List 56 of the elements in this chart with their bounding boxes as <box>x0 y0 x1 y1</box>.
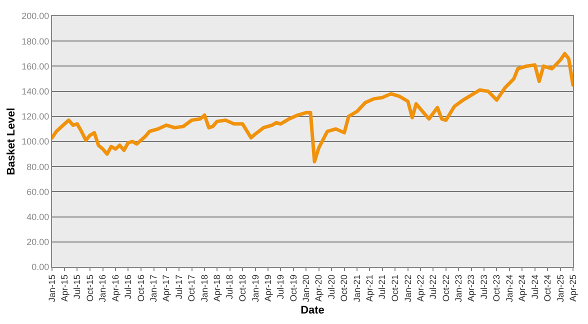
x-tick-label: Jul-23 <box>478 274 489 300</box>
x-tick-label: Jan-17 <box>148 274 159 302</box>
y-tick-label: 140.00 <box>22 86 50 96</box>
x-axis-title: Date <box>300 304 324 316</box>
y-tick-label: 200.00 <box>22 11 50 22</box>
x-tick-label: Oct-19 <box>288 274 298 302</box>
x-tick-label: Jul-16 <box>123 274 134 300</box>
x-tick-label: Jul-22 <box>428 274 438 300</box>
x-tick-label: Jul-21 <box>377 274 388 300</box>
y-tick-label: 160.00 <box>22 61 50 72</box>
x-tick-label: Jul-20 <box>326 274 336 300</box>
x-tick-label: Jan-20 <box>301 274 312 302</box>
x-tick-label: Oct-20 <box>339 274 350 302</box>
x-tick-label: Jul-17 <box>174 274 184 300</box>
x-tick-label: Apr-15 <box>59 274 70 302</box>
x-tick-label: Apr-17 <box>161 274 172 302</box>
y-tick-label: 100.00 <box>22 136 50 147</box>
x-tick-label: Apr-25 <box>568 274 578 302</box>
x-tick-label: Oct-23 <box>492 274 502 302</box>
y-tick-label: 20.00 <box>26 237 50 248</box>
x-tick-label: Jul-19 <box>275 274 286 300</box>
x-tick-label: Apr-24 <box>517 274 528 302</box>
y-tick-label: 0.00 <box>32 262 50 272</box>
y-tick-label: 60.00 <box>26 186 50 197</box>
x-tick-label: Oct-18 <box>237 274 248 302</box>
line-series <box>52 52 573 164</box>
y-axis-title: Basket Level <box>5 108 18 176</box>
x-tick-label: Apr-18 <box>212 274 222 302</box>
x-tick-label: Oct-22 <box>440 274 451 302</box>
x-tick-label: Apr-21 <box>364 274 375 302</box>
y-tick-label: 40.00 <box>26 212 50 222</box>
x-tick-label: Oct-16 <box>136 274 146 302</box>
x-tick-label: Apr-19 <box>262 274 273 302</box>
x-tick-label: Apr-23 <box>466 274 476 302</box>
x-tick-label: Apr-20 <box>314 274 324 302</box>
x-tick-label: Jan-22 <box>402 274 413 302</box>
y-tick-label: 180.00 <box>22 36 50 46</box>
x-tick-label: Jul-18 <box>224 274 235 300</box>
x-tick-label: Oct-24 <box>542 274 553 302</box>
x-tick-label: Oct-21 <box>390 274 400 302</box>
x-tick-label: Jul-15 <box>72 274 82 300</box>
y-tick-label: 80.00 <box>26 162 50 172</box>
x-tick-label: Jan-25 <box>555 274 566 302</box>
x-tick-label: Jan-23 <box>454 274 464 302</box>
x-tick-label: Jan-24 <box>504 274 514 302</box>
x-tick-label: Apr-16 <box>110 274 120 302</box>
x-tick-label: Apr-22 <box>415 274 426 302</box>
x-tick-label: Jan-21 <box>352 274 362 302</box>
x-tick-label: Oct-15 <box>84 274 95 302</box>
x-tick-label: Jan-16 <box>98 274 108 302</box>
x-tick-label: Jul-24 <box>530 274 540 300</box>
x-tick-label: Jan-19 <box>250 274 260 302</box>
x-tick-label: Jan-18 <box>199 274 210 302</box>
x-tick-label: Oct-17 <box>186 274 197 302</box>
x-tick-label: Jan-15 <box>46 274 57 302</box>
y-tick-label: 120.00 <box>22 112 50 122</box>
